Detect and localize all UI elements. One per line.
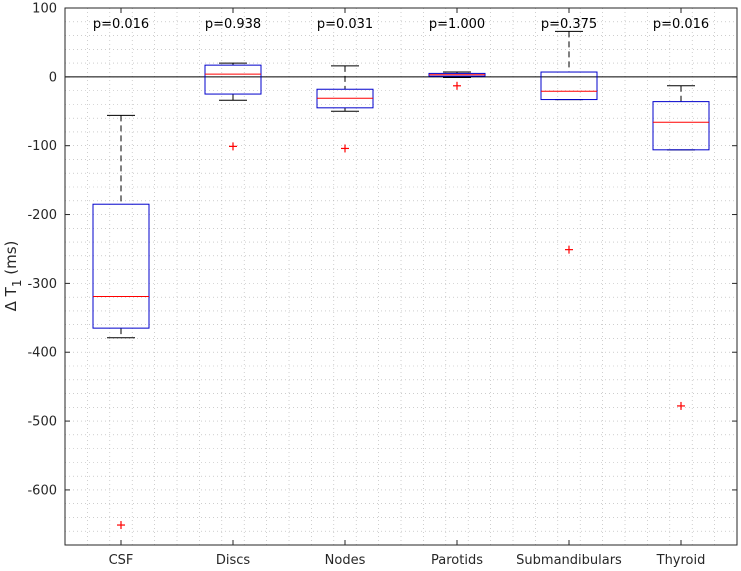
y-tick-label: -100 (27, 139, 57, 154)
y-axis-label: Δ T1 (ms) (2, 241, 24, 312)
box-iqr (204, 64, 262, 95)
box-csf (92, 114, 150, 530)
x-tick-label: CSF (109, 553, 134, 568)
x-tick-label: Discs (216, 553, 251, 568)
y-tick-label: -500 (27, 415, 57, 430)
p-value-label: p=0.938 (205, 17, 261, 32)
p-value-label: p=0.016 (653, 17, 709, 32)
outlier-marker (677, 401, 685, 410)
y-tick-label: -300 (27, 277, 57, 292)
box-nodes (316, 65, 374, 153)
y-tick-label: 0 (49, 70, 57, 85)
y-axis-label-subscript: 1 (10, 280, 24, 288)
p-value-label: p=1.000 (429, 17, 485, 32)
p-values: p=0.016 p=0.938 p=0.031 p=1.000 p=0.375 p=0.0… (93, 17, 709, 32)
p-value-label: p=0.031 (317, 17, 373, 32)
y-tick-label: 100 (32, 2, 57, 17)
outlier-marker (341, 144, 349, 153)
y-tick-label: -600 (27, 483, 57, 498)
box-discs (204, 62, 262, 151)
axes-frame (64, 7, 738, 546)
p-value-label: p=0.016 (93, 17, 149, 32)
x-tick-label: Submandibulars (516, 553, 622, 568)
y-axis-label-unit: (ms) (2, 241, 20, 280)
outlier-marker (453, 81, 461, 90)
p-value-label: p=0.375 (541, 17, 597, 32)
x-axis: CSF Discs Nodes Parotids Submandibulars Thyro… (109, 8, 706, 568)
grid (65, 8, 737, 545)
box-parotids (428, 71, 486, 90)
y-tick-label: -200 (27, 208, 57, 223)
box-iqr (652, 101, 710, 151)
outlier-marker (229, 142, 237, 151)
y-axis-label-prefix: Δ T (2, 286, 20, 311)
boxes (92, 30, 710, 530)
box-iqr (92, 203, 150, 329)
box-thyroid (652, 85, 710, 410)
x-tick-label: Nodes (325, 553, 366, 568)
outlier-marker (565, 245, 573, 254)
box-submandibulars (540, 30, 598, 254)
outlier-marker (117, 521, 125, 530)
y-axis: 100 0 -100 -200 -300 -400 -500 -600 (27, 2, 737, 498)
box-iqr (540, 71, 598, 101)
x-tick-label: Parotids (431, 553, 483, 568)
y-tick-label: -400 (27, 346, 57, 361)
x-tick-label: Thyroid (656, 553, 706, 568)
